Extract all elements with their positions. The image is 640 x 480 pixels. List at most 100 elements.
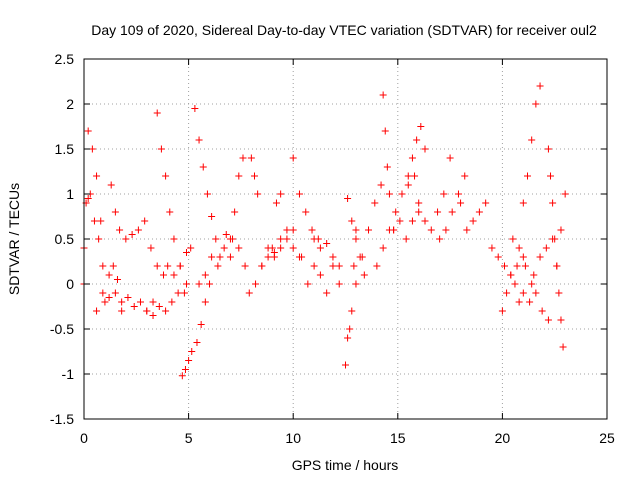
data-point	[149, 298, 157, 306]
data-point	[99, 262, 107, 270]
data-point	[553, 262, 561, 270]
data-point	[93, 172, 101, 180]
data-point	[475, 208, 483, 216]
data-point	[185, 357, 193, 364]
x-tick-label: 15	[390, 430, 406, 446]
data-point	[193, 339, 201, 346]
data-point	[183, 249, 191, 256]
data-point	[170, 271, 178, 279]
data-point	[335, 280, 343, 288]
data-point	[113, 276, 121, 283]
data-point	[544, 145, 552, 153]
data-point	[84, 127, 92, 135]
data-point	[396, 217, 404, 225]
data-point	[344, 195, 352, 202]
x-tick-label: 20	[495, 430, 511, 446]
data-point	[561, 190, 569, 198]
data-point	[134, 226, 142, 234]
data-point	[258, 262, 266, 270]
data-point	[436, 235, 444, 243]
data-point	[272, 199, 280, 207]
data-point	[264, 253, 272, 261]
data-point	[498, 307, 506, 315]
data-point	[101, 298, 109, 306]
data-point	[494, 253, 502, 261]
data-point	[379, 244, 387, 252]
data-point	[323, 289, 331, 297]
data-point	[402, 235, 410, 243]
data-points	[80, 82, 569, 380]
data-point	[277, 244, 285, 252]
data-point	[201, 298, 209, 306]
data-point	[392, 208, 400, 216]
data-point	[191, 105, 199, 112]
data-point	[157, 145, 165, 153]
data-point	[208, 253, 216, 261]
data-point	[427, 226, 435, 234]
data-point	[532, 100, 540, 108]
data-point	[532, 289, 540, 297]
data-point	[235, 172, 243, 180]
data-point	[457, 199, 465, 207]
data-point	[153, 262, 161, 270]
data-point	[442, 226, 450, 234]
data-point	[128, 231, 136, 238]
data-point	[199, 163, 207, 171]
data-point	[469, 217, 477, 225]
data-point	[164, 262, 172, 270]
data-point	[195, 136, 203, 144]
data-point	[107, 181, 115, 189]
data-point	[316, 271, 324, 279]
data-point	[183, 280, 191, 288]
data-point	[390, 226, 398, 234]
data-point	[235, 244, 243, 252]
data-point	[547, 172, 555, 180]
data-point	[226, 253, 234, 261]
data-point	[141, 217, 149, 225]
data-point	[463, 226, 471, 234]
data-point	[528, 136, 536, 144]
y-tick-label: 0.5	[55, 231, 75, 247]
data-point	[155, 303, 163, 310]
data-point	[84, 195, 92, 202]
data-point	[482, 199, 490, 207]
data-point	[411, 172, 419, 180]
data-point	[530, 271, 538, 279]
data-point	[166, 208, 174, 216]
data-point	[519, 199, 527, 207]
data-point	[503, 289, 511, 297]
y-tick-label: -1	[62, 366, 75, 382]
data-point	[385, 190, 393, 198]
data-point	[379, 91, 387, 99]
data-point	[97, 217, 105, 225]
data-point	[408, 217, 416, 225]
data-point	[461, 172, 469, 180]
data-point	[147, 244, 155, 252]
data-point	[511, 280, 519, 288]
data-point	[383, 163, 391, 171]
y-tick-label: 1.5	[55, 141, 75, 157]
data-point	[250, 172, 258, 180]
data-point	[408, 154, 416, 162]
data-point	[342, 361, 349, 369]
data-point	[162, 307, 170, 315]
data-point	[413, 136, 421, 144]
data-point	[105, 271, 113, 279]
data-point	[304, 280, 312, 288]
data-point	[557, 316, 565, 324]
data-point	[352, 235, 360, 243]
data-point	[519, 289, 527, 297]
data-point	[195, 280, 203, 288]
data-point	[176, 262, 184, 270]
data-point	[454, 190, 462, 198]
data-point	[348, 217, 356, 225]
data-point	[536, 82, 544, 90]
data-point	[174, 289, 182, 297]
data-point	[247, 154, 255, 162]
data-point	[181, 366, 189, 373]
data-point	[417, 123, 425, 130]
y-axis-ticks: -1.5 -1 -0.5 0 0.5 1 1.5 2 2.5	[50, 51, 607, 427]
data-point	[500, 262, 508, 270]
data-point	[448, 208, 456, 216]
data-point	[559, 343, 567, 351]
